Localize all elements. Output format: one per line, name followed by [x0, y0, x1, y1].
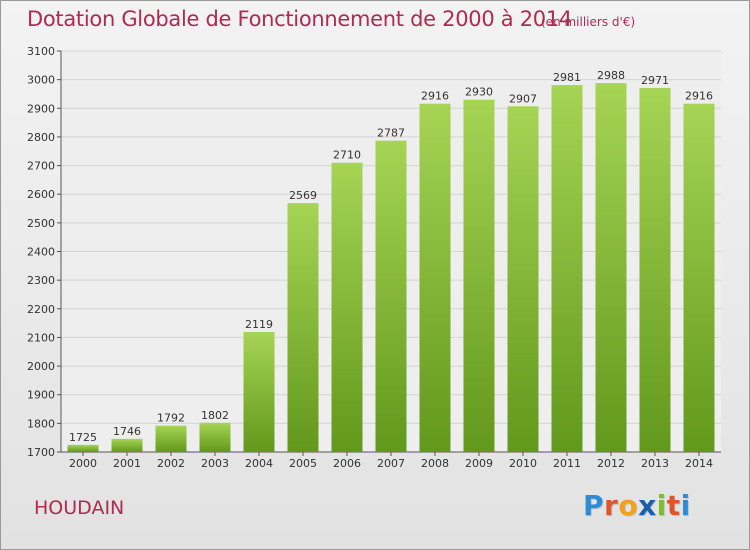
chart-title: Dotation Globale de Fonctionnement de 20… [27, 7, 572, 31]
bar [331, 162, 363, 452]
y-tick-label: 2700 [27, 160, 55, 173]
y-tick-label: 2000 [27, 360, 55, 373]
y-tick-label: 2900 [27, 102, 55, 115]
bar-value-label: 2710 [333, 149, 361, 162]
y-tick-label: 2200 [27, 303, 55, 316]
x-tick-label: 2009 [465, 457, 493, 470]
bar [419, 103, 451, 453]
x-tick-label: 2000 [69, 457, 97, 470]
x-tick-label: 2011 [553, 457, 581, 470]
proxiti-logo: Proxiti [583, 489, 691, 522]
bar [199, 422, 231, 452]
x-tick-label: 2008 [421, 457, 449, 470]
x-tick-label: 2007 [377, 457, 405, 470]
x-tick-label: 2002 [157, 457, 185, 470]
bar-value-label: 2119 [245, 318, 273, 331]
y-tick-label: 2500 [27, 217, 55, 230]
bar [551, 85, 583, 453]
logo-letter: x [638, 489, 657, 522]
bar-value-label: 2930 [465, 86, 493, 99]
bar-value-label: 1802 [201, 409, 229, 422]
x-tick-label: 2010 [509, 457, 537, 470]
bar-value-label: 2787 [377, 127, 405, 140]
y-tick-label: 2300 [27, 274, 55, 287]
bar [463, 99, 495, 452]
x-tick-label: 2004 [245, 457, 273, 470]
logo-letter: i [680, 489, 691, 522]
x-tick-label: 2005 [289, 457, 317, 470]
y-tick-label: 2100 [27, 331, 55, 344]
logo-letter: t [666, 489, 681, 522]
logo-letter: P [583, 489, 605, 522]
bar [287, 203, 319, 452]
y-tick-label: 1700 [27, 446, 55, 459]
logo-letter: i [656, 489, 667, 522]
bar [683, 103, 715, 453]
y-tick-label: 2400 [27, 246, 55, 259]
bar-value-label: 2916 [685, 90, 713, 103]
x-tick-label: 2012 [597, 457, 625, 470]
city-name: HOUDAIN [34, 497, 125, 519]
bar [639, 87, 671, 453]
x-tick-label: 2006 [333, 457, 361, 470]
y-tick-label: 1800 [27, 417, 55, 430]
bar [507, 106, 539, 453]
bar-value-label: 2971 [641, 74, 669, 87]
chart-unit: (en milliers d'€) [541, 15, 636, 29]
bar-value-label: 2981 [553, 71, 581, 84]
bar [67, 444, 99, 452]
x-tick-label: 2014 [685, 457, 713, 470]
bar [155, 425, 187, 452]
x-tick-label: 2003 [201, 457, 229, 470]
x-tick-label: 2001 [113, 457, 141, 470]
bar-value-label: 1725 [69, 431, 97, 444]
bar [243, 331, 275, 452]
y-tick-label: 3100 [27, 45, 55, 58]
bar-value-label: 2988 [597, 69, 625, 82]
bar-value-label: 1792 [157, 412, 185, 425]
y-tick-label: 2800 [27, 131, 55, 144]
y-tick-label: 2600 [27, 188, 55, 201]
logo-letter: r [604, 489, 619, 522]
bar-value-label: 2569 [289, 189, 317, 202]
bar-value-label: 2916 [421, 90, 449, 103]
y-tick-label: 1900 [27, 389, 55, 402]
logo-letter: o [618, 489, 639, 522]
bar [111, 438, 143, 452]
y-tick-label: 3000 [27, 74, 55, 87]
bar [595, 83, 627, 452]
bar [375, 140, 407, 452]
x-tick-label: 2013 [641, 457, 669, 470]
bar-value-label: 1746 [113, 425, 141, 438]
bar-value-label: 2907 [509, 92, 537, 105]
